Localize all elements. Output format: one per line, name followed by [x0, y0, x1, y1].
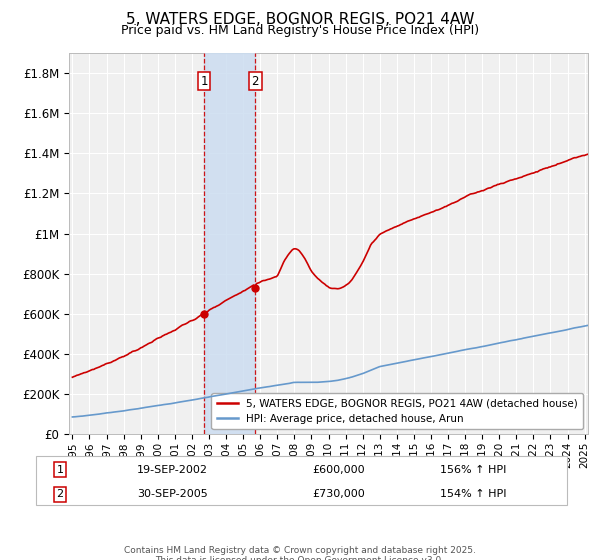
Text: Price paid vs. HM Land Registry's House Price Index (HPI): Price paid vs. HM Land Registry's House … — [121, 24, 479, 36]
Text: 1: 1 — [56, 465, 64, 475]
Legend: 5, WATERS EDGE, BOGNOR REGIS, PO21 4AW (detached house), HPI: Average price, det: 5, WATERS EDGE, BOGNOR REGIS, PO21 4AW (… — [211, 393, 583, 429]
Text: 5, WATERS EDGE, BOGNOR REGIS, PO21 4AW: 5, WATERS EDGE, BOGNOR REGIS, PO21 4AW — [126, 12, 474, 27]
Text: 154% ↑ HPI: 154% ↑ HPI — [440, 489, 506, 500]
Text: 2: 2 — [56, 489, 64, 500]
Bar — [204, 53, 255, 434]
Text: 156% ↑ HPI: 156% ↑ HPI — [440, 465, 506, 475]
Text: £600,000: £600,000 — [312, 465, 365, 475]
Text: £730,000: £730,000 — [312, 489, 365, 500]
Text: 1: 1 — [200, 74, 208, 88]
Text: 2: 2 — [251, 74, 259, 88]
Text: Contains HM Land Registry data © Crown copyright and database right 2025.
This d: Contains HM Land Registry data © Crown c… — [124, 546, 476, 560]
Text: 19-SEP-2002: 19-SEP-2002 — [137, 465, 208, 475]
FancyBboxPatch shape — [36, 456, 567, 505]
Text: 30-SEP-2005: 30-SEP-2005 — [137, 489, 208, 500]
